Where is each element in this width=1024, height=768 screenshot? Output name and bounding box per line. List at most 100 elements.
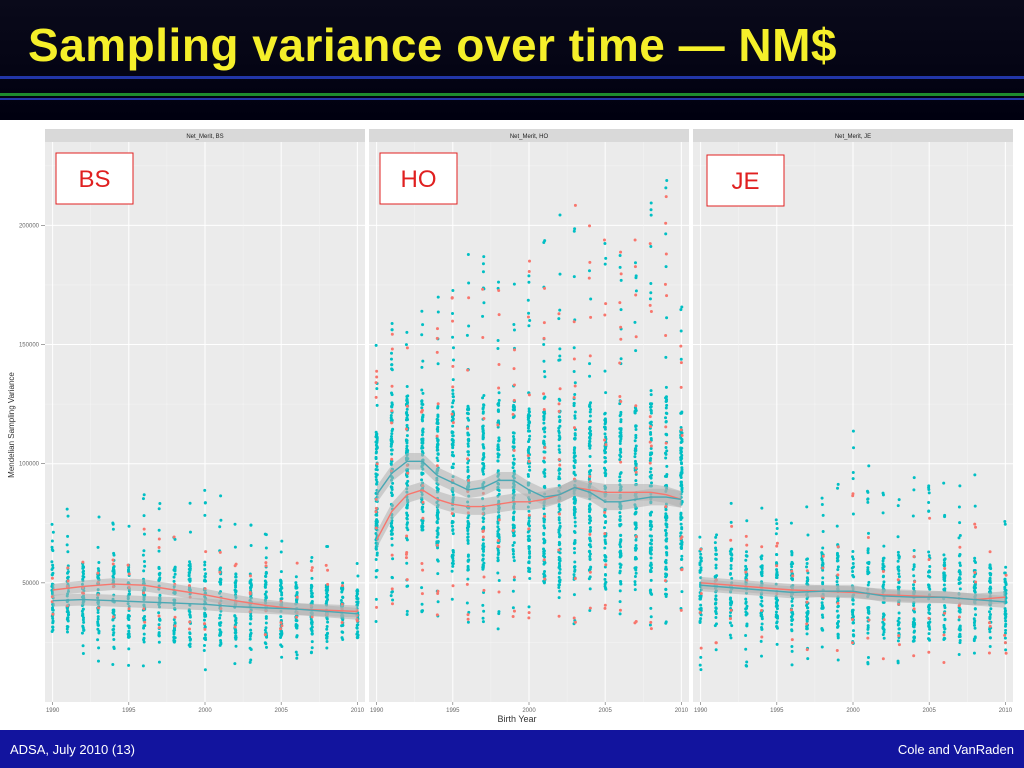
data-point-group-a — [374, 526, 378, 530]
data-point-group-b — [436, 517, 440, 521]
data-point-group-b — [896, 623, 900, 627]
data-point-group-b — [390, 537, 394, 541]
data-point-group-a — [390, 384, 394, 388]
data-point-group-b — [187, 574, 191, 578]
data-point-group-b — [912, 548, 916, 552]
data-point-group-a — [375, 369, 379, 373]
data-point-group-b — [572, 593, 576, 597]
data-point-group-b — [989, 607, 993, 611]
data-point-group-a — [649, 620, 653, 624]
data-point-group-b — [572, 401, 576, 405]
data-point-group-b — [481, 435, 485, 439]
data-point-group-a — [603, 313, 607, 317]
data-point-group-b — [896, 535, 900, 539]
data-point-group-a — [204, 550, 208, 554]
data-point-group-a — [730, 524, 734, 528]
data-point-group-b — [81, 607, 85, 611]
data-point-group-b — [465, 408, 469, 412]
x-tick-label: 2010 — [675, 708, 689, 714]
x-tick-label: 2000 — [522, 708, 536, 714]
data-point-group-b — [759, 570, 763, 574]
data-point-group-b — [648, 402, 652, 406]
data-point-group-b — [111, 611, 115, 615]
data-point-group-b — [309, 589, 313, 593]
data-point-group-b — [497, 578, 501, 582]
data-point-group-b — [618, 453, 622, 457]
data-point-group-b — [481, 547, 485, 551]
data-point-group-b — [665, 553, 669, 557]
data-point-group-b — [557, 317, 561, 321]
data-point-group-b — [679, 514, 683, 518]
data-point-group-b — [912, 636, 916, 640]
data-point-group-b — [836, 486, 840, 490]
data-point-group-b — [572, 501, 576, 505]
data-point-group-b — [744, 558, 748, 562]
data-point-group-b — [325, 624, 329, 628]
data-point-group-b — [142, 632, 146, 636]
data-point-group-a — [664, 441, 668, 445]
data-point-group-b — [375, 473, 379, 477]
data-point-group-b — [618, 479, 622, 483]
data-point-group-a — [482, 417, 486, 421]
data-point-group-b — [882, 623, 886, 627]
data-point-group-b — [421, 521, 425, 525]
data-point-group-b — [573, 410, 577, 414]
data-point-group-a — [310, 566, 314, 570]
data-point-group-b — [96, 617, 100, 621]
data-point-group-b — [648, 470, 652, 474]
data-point-group-b — [619, 428, 623, 432]
data-point-group-b — [745, 660, 749, 664]
data-point-group-b — [248, 660, 252, 664]
data-point-group-b — [775, 600, 779, 604]
data-point-group-b — [664, 539, 668, 543]
data-point-group-b — [927, 569, 931, 573]
data-point-group-b — [112, 570, 116, 574]
data-point-group-b — [218, 643, 222, 647]
data-point-group-b — [729, 596, 733, 600]
data-point-group-b — [204, 579, 208, 583]
data-point-group-b — [588, 446, 592, 450]
data-point-group-a — [466, 427, 470, 431]
data-point-group-b — [172, 626, 176, 630]
data-point-group-b — [512, 541, 516, 545]
data-point-group-b — [558, 559, 562, 563]
data-point-group-b — [603, 577, 607, 581]
data-point-group-a — [648, 242, 652, 246]
data-point-group-b — [527, 534, 531, 538]
data-point-group-b — [66, 616, 70, 620]
data-point-group-b — [528, 570, 532, 574]
data-point-group-b — [325, 627, 329, 631]
data-point-group-b — [233, 581, 237, 585]
data-point-group-b — [482, 472, 486, 476]
data-point-group-b — [294, 624, 298, 628]
data-point-group-b — [249, 631, 253, 635]
slide-header: Sampling variance over time — NM$ — [0, 0, 1024, 120]
data-point-group-b — [50, 548, 54, 552]
data-point-group-b — [218, 616, 222, 620]
data-point-group-b — [325, 639, 329, 643]
data-point-group-b — [528, 524, 532, 528]
data-point-group-b — [881, 615, 885, 619]
data-point-group-b — [405, 511, 409, 515]
data-point-group-b — [389, 444, 393, 448]
data-point-group-b — [790, 550, 794, 554]
data-point-group-b — [775, 626, 779, 630]
data-point-group-b — [589, 401, 593, 405]
data-point-group-a — [649, 424, 653, 428]
data-point-group-a — [744, 570, 748, 574]
data-point-group-a — [679, 361, 683, 365]
data-point-group-b — [497, 391, 501, 395]
data-point-group-b — [729, 520, 733, 524]
data-point-group-b — [852, 634, 856, 638]
data-point-group-b — [51, 563, 55, 567]
data-point-group-b — [634, 544, 638, 548]
data-point-group-a — [619, 250, 623, 254]
data-point-group-b — [679, 482, 683, 486]
data-point-group-b — [867, 580, 871, 584]
data-point-group-b — [680, 466, 684, 470]
data-point-group-b — [942, 553, 946, 557]
data-point-group-b — [497, 453, 501, 457]
data-point-group-a — [1003, 633, 1007, 637]
data-point-group-a — [142, 607, 146, 611]
data-point-group-b — [836, 633, 840, 637]
